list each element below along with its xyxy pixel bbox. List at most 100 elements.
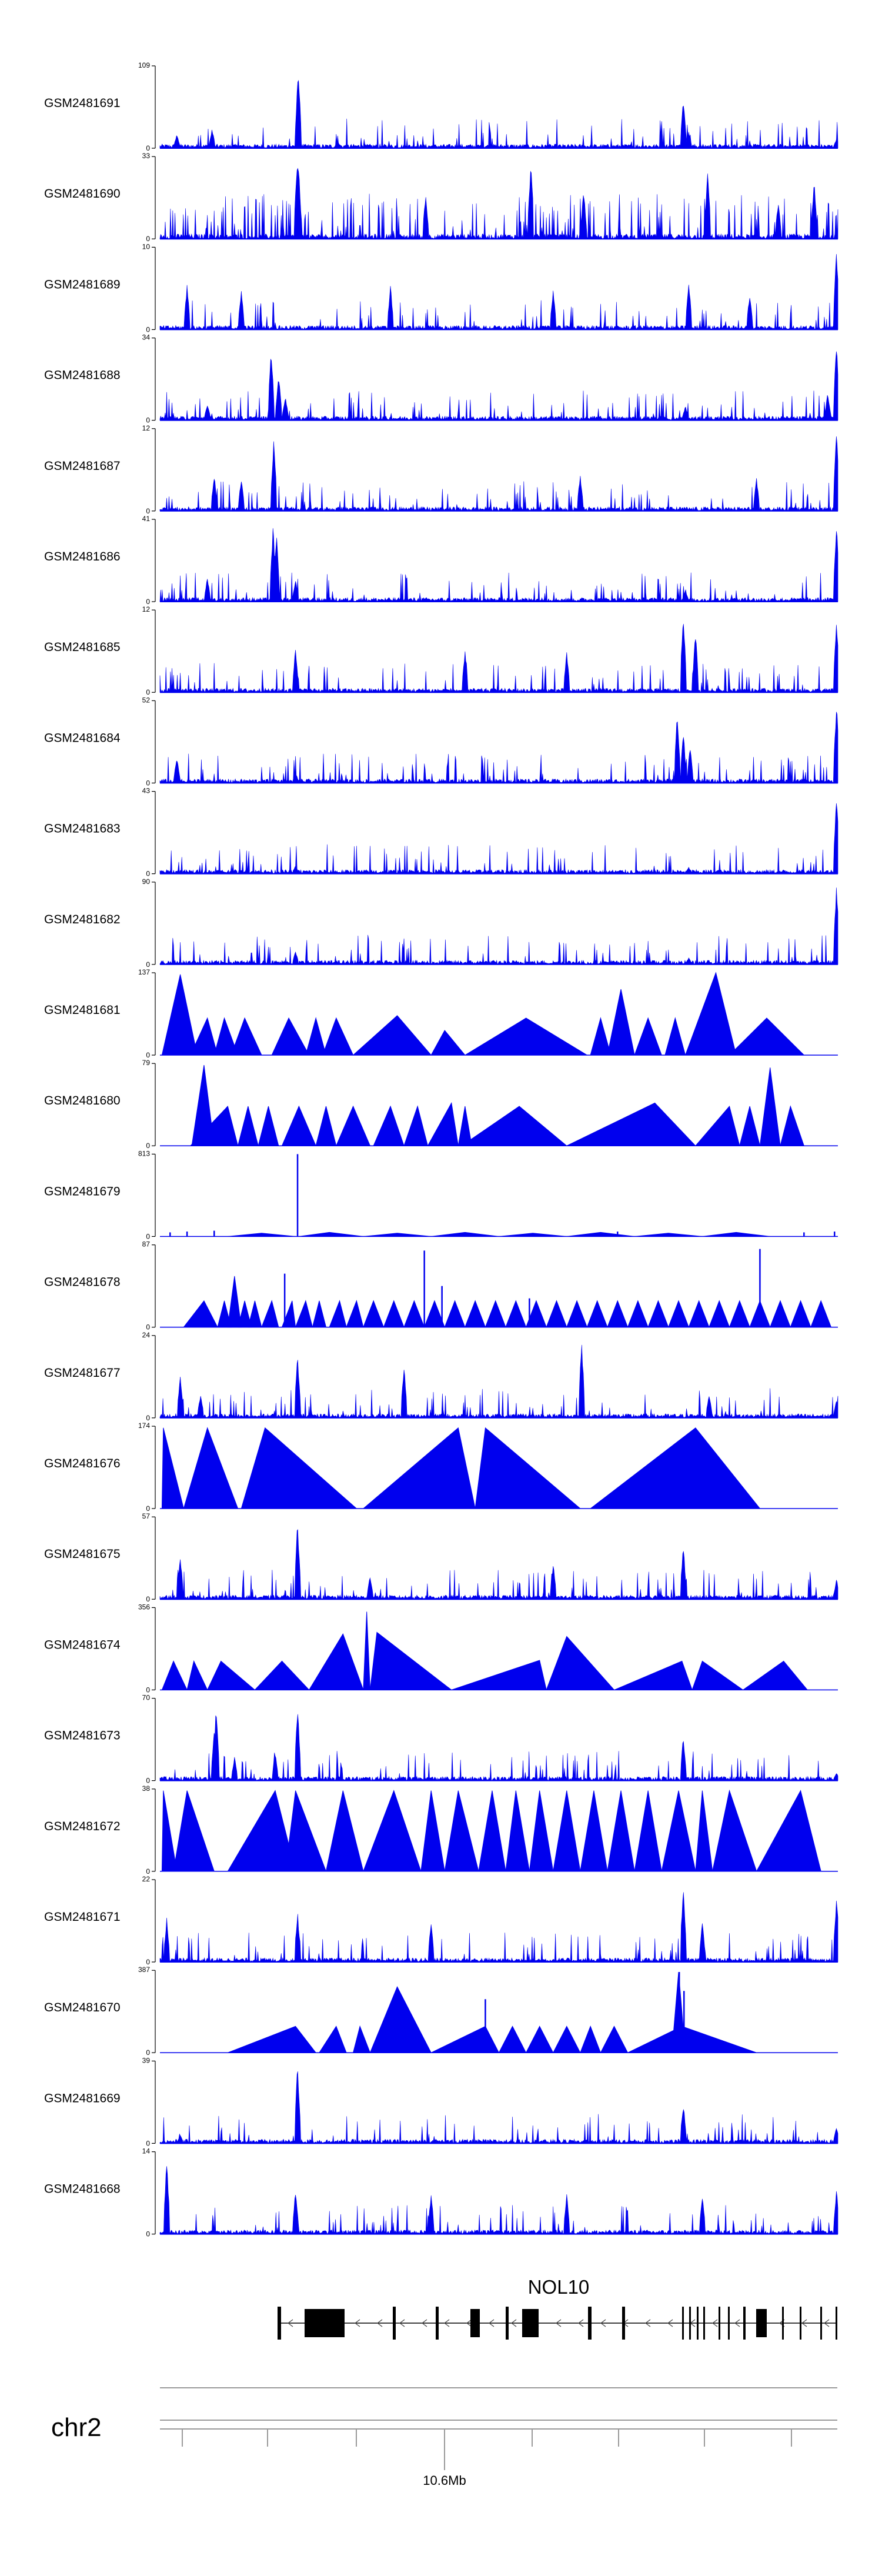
gene-annotation-track: NOL10 (278, 2276, 837, 2340)
signal-triangle (336, 1105, 371, 1146)
signal-triangle (362, 1427, 476, 1509)
sample-label: GSM2481686 (44, 550, 121, 563)
y-axis-max-label: 22 (142, 1875, 151, 1883)
strand-arrow-icon (645, 2319, 651, 2327)
signal-area (159, 168, 838, 240)
signal-triangle (742, 1660, 808, 1690)
y-axis-min-label: 0 (146, 325, 150, 333)
strand-arrow-icon (734, 2319, 740, 2327)
signal-triangle (228, 2026, 317, 2053)
signal-triangle (790, 1300, 811, 1328)
y-axis-min-label: 0 (146, 2048, 150, 2057)
signal-triangle (403, 1105, 429, 1146)
signal-triangle (759, 1067, 781, 1146)
signal-triangle (553, 1790, 581, 1872)
signal-triangle (258, 1106, 279, 1146)
y-axis-min-label: 0 (146, 144, 150, 152)
y-axis-min-label: 0 (146, 1686, 150, 1694)
sample-label: GSM2481690 (44, 187, 121, 201)
signal-triangle (627, 1300, 649, 1328)
sample-label: GSM2481670 (44, 2001, 121, 2014)
signal-triangle (363, 1790, 422, 1872)
track-GSM2481689: GSM2481689 10 0 (44, 242, 838, 333)
exon-block (436, 2307, 439, 2340)
y-axis-min-label: 0 (146, 1414, 150, 1422)
signal-triangle (580, 1790, 608, 1872)
signal-triangle (430, 2026, 500, 2053)
y-axis-min-label: 0 (146, 1867, 150, 1876)
signal-area (159, 623, 838, 693)
chromosome-label: chr2 (51, 2413, 102, 2442)
y-axis-max-label: 12 (142, 605, 151, 613)
signal-triangle (352, 2025, 371, 2053)
signal-triangle (702, 1232, 770, 1237)
sample-label: GSM2481673 (44, 1729, 121, 1743)
signal-triangle (614, 1660, 693, 1690)
y-axis-min-label: 0 (146, 598, 150, 606)
signal-triangle (369, 1986, 432, 2053)
track-GSM2481690: GSM2481690 33 0 (44, 152, 838, 243)
signal-area (159, 79, 838, 149)
signal-triangle (478, 1790, 506, 1872)
exon-block (719, 2307, 720, 2340)
y-axis-max-label: 90 (142, 877, 151, 886)
signal-area (159, 1529, 838, 1600)
signal-triangle (240, 1427, 358, 1509)
signal-triangle (352, 1015, 432, 1056)
signal-triangle (373, 1105, 405, 1146)
y-axis-max-label: 52 (142, 696, 151, 704)
signal-triangle (634, 1017, 662, 1056)
signal-triangle (285, 1790, 327, 1872)
signal-triangle (346, 1300, 364, 1328)
signal-triangle (695, 1790, 713, 1872)
signal-triangle (363, 1233, 432, 1237)
signal-triangle (505, 1790, 530, 1872)
signal-triangle (227, 1276, 242, 1328)
signal-triangle (586, 1300, 608, 1328)
sample-label: GSM2481677 (44, 1366, 121, 1380)
signal-triangle (329, 1300, 347, 1328)
strand-arrow-icon (712, 2319, 718, 2327)
exon-block (756, 2309, 767, 2337)
track-GSM2481672: GSM2481672 38 0 (44, 1784, 838, 1876)
strand-arrow-icon (556, 2319, 562, 2327)
track-GSM2481691: GSM2481691 109 0 (44, 61, 838, 152)
exon-block (622, 2307, 625, 2340)
strand-arrow-icon (511, 2319, 517, 2327)
signal-triangle (688, 1300, 710, 1328)
y-axis-max-label: 387 (138, 1966, 150, 1974)
signal-area (159, 712, 838, 783)
sample-label: GSM2481687 (44, 459, 121, 473)
y-axis-max-label: 87 (142, 1240, 151, 1249)
sample-label: GSM2481685 (44, 640, 121, 654)
signal-triangle (729, 1017, 805, 1056)
y-axis-min-label: 0 (146, 2139, 150, 2147)
strand-arrow-icon (288, 2319, 293, 2327)
sample-label: GSM2481678 (44, 1276, 121, 1289)
signal-triangle (694, 1105, 740, 1146)
exon-block (697, 2307, 699, 2340)
signal-area (159, 2071, 838, 2144)
strand-arrow-icon (466, 2319, 472, 2327)
track-GSM2481671: GSM2481671 22 0 (44, 1875, 838, 1966)
sample-label: GSM2481682 (44, 913, 121, 926)
y-axis-max-label: 174 (138, 1422, 150, 1430)
sample-label: GSM2481671 (44, 1910, 121, 1924)
signal-triangle (661, 1790, 696, 1872)
y-axis-min-label: 0 (146, 1323, 150, 1332)
sample-label: GSM2481674 (44, 1638, 121, 1651)
signal-triangle (668, 1300, 690, 1328)
sample-label: GSM2481668 (44, 2183, 121, 2196)
signal-triangle (261, 1300, 279, 1328)
signal-triangle (363, 1300, 385, 1328)
signal-triangle (566, 1232, 635, 1237)
exon-block (305, 2309, 345, 2337)
signal-triangle (420, 1790, 445, 1872)
signal-triangle (173, 1790, 215, 1872)
sample-label: GSM2481691 (44, 96, 121, 110)
y-axis-min-label: 0 (146, 1595, 150, 1603)
signal-triangle (780, 1105, 805, 1146)
signal-triangle (756, 1790, 821, 1872)
signal-triangle (403, 1300, 425, 1328)
sample-label: GSM2481676 (44, 1457, 121, 1470)
